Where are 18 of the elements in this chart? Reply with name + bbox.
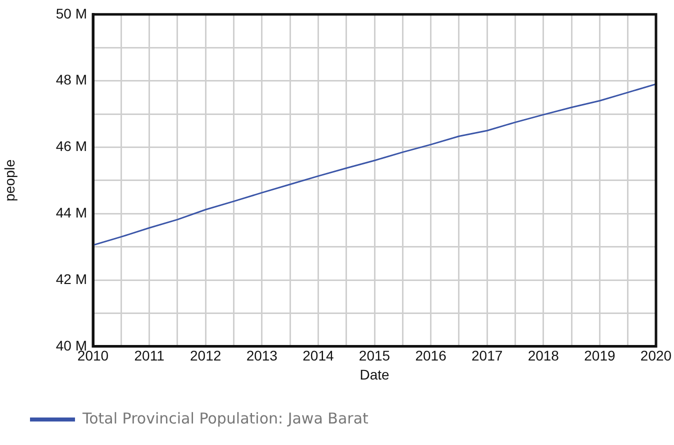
- x-tick-label: 2017: [472, 348, 503, 364]
- x-tick-label: 2020: [640, 348, 672, 364]
- y-tick-label: 48 M: [56, 72, 87, 88]
- x-tick-label: 2014: [302, 348, 334, 364]
- x-tick-label: 2018: [528, 348, 560, 364]
- y-tick-label: 44 M: [56, 204, 87, 220]
- x-tick-label: 2016: [415, 348, 447, 364]
- y-tick-label: 46 M: [56, 138, 87, 154]
- x-tick-label: 2019: [584, 348, 616, 364]
- legend-label: Total Provincial Population: Jawa Barat: [82, 409, 369, 428]
- x-tick-label: 2012: [190, 348, 222, 364]
- x-axis-title: Date: [360, 366, 390, 382]
- y-axis-title: people: [1, 159, 18, 202]
- x-tick-label: 2013: [246, 348, 278, 364]
- x-tick-label: 2015: [358, 348, 390, 364]
- x-tick-label: 2011: [134, 348, 165, 364]
- y-tick-label: 42 M: [56, 270, 87, 287]
- y-tick-label: 50 M: [56, 5, 87, 22]
